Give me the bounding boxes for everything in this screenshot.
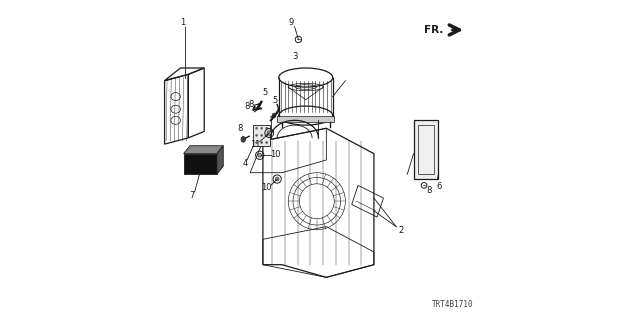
Bar <box>253 125 270 146</box>
Text: 3: 3 <box>292 52 298 61</box>
Text: 4: 4 <box>242 159 248 168</box>
Text: 9: 9 <box>289 19 294 28</box>
Text: 8: 8 <box>244 101 250 111</box>
Ellipse shape <box>241 137 246 142</box>
Text: TRT4B1710: TRT4B1710 <box>432 300 474 309</box>
Polygon shape <box>184 146 223 154</box>
Circle shape <box>266 134 268 137</box>
Text: 7: 7 <box>190 191 195 200</box>
Circle shape <box>266 141 268 144</box>
Text: 8: 8 <box>427 186 432 195</box>
Circle shape <box>255 141 258 144</box>
Circle shape <box>260 141 263 144</box>
Bar <box>277 116 334 122</box>
Circle shape <box>275 177 279 181</box>
Text: 10: 10 <box>270 150 281 159</box>
Bar <box>418 125 434 174</box>
Circle shape <box>266 127 268 130</box>
Text: 5: 5 <box>262 88 268 97</box>
Text: 10: 10 <box>262 183 272 192</box>
Text: 5: 5 <box>273 96 278 105</box>
Bar <box>413 120 438 179</box>
Circle shape <box>255 134 258 137</box>
Circle shape <box>260 134 263 137</box>
Polygon shape <box>184 154 217 174</box>
Circle shape <box>267 131 271 135</box>
Polygon shape <box>217 146 223 174</box>
Text: 6: 6 <box>436 181 442 190</box>
Ellipse shape <box>272 113 276 118</box>
Circle shape <box>260 127 263 130</box>
Text: 2: 2 <box>398 226 403 235</box>
Text: 1: 1 <box>180 18 186 27</box>
Text: FR.: FR. <box>424 25 443 35</box>
Text: 11: 11 <box>250 140 261 149</box>
Text: 8: 8 <box>237 124 243 133</box>
Circle shape <box>258 153 262 157</box>
Circle shape <box>255 127 258 130</box>
Text: 8: 8 <box>248 100 254 109</box>
